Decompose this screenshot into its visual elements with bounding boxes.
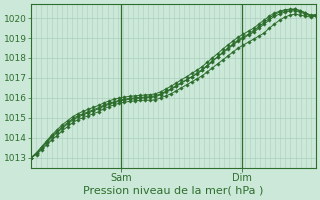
- X-axis label: Pression niveau de la mer( hPa ): Pression niveau de la mer( hPa ): [84, 186, 264, 196]
